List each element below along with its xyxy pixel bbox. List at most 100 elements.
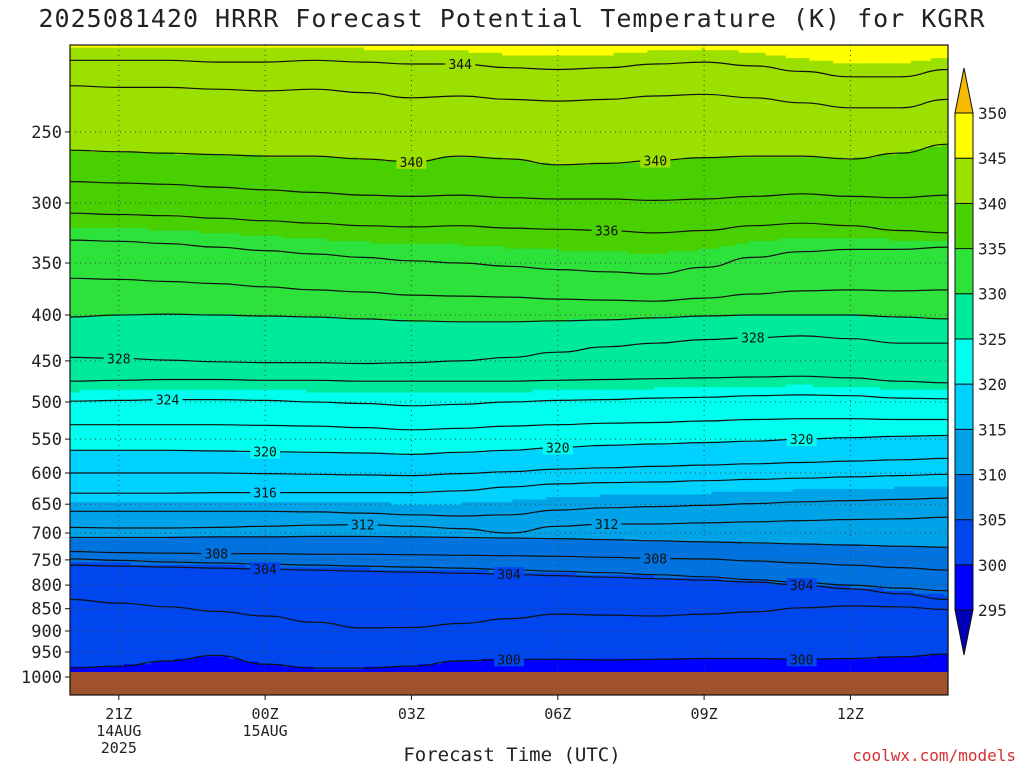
pressure-tick-label: 950 xyxy=(31,643,62,663)
contour-label-bg xyxy=(103,351,134,366)
pressure-tick-label: 500 xyxy=(31,393,62,413)
colorbar-label: 350 xyxy=(978,104,1007,123)
credit-link[interactable]: coolwx.com/models xyxy=(852,746,1016,765)
pressure-axis: 2503003504004505005506006507007508008509… xyxy=(21,123,70,688)
colorbar-box xyxy=(954,519,974,566)
contour-label-312: 312 xyxy=(347,517,378,534)
contour-322 xyxy=(69,418,948,431)
contour-340 xyxy=(69,143,949,166)
contour-label-bg xyxy=(786,432,817,447)
colorbar-label: 315 xyxy=(978,420,1007,439)
colorbar-box xyxy=(954,474,974,521)
contour-label-bg xyxy=(591,223,622,238)
plot-frame xyxy=(69,44,949,696)
contour-label-bg xyxy=(542,440,573,455)
contour-336 xyxy=(69,212,949,234)
contour-label-bg xyxy=(640,153,671,168)
contour-label-308: 308 xyxy=(201,546,232,563)
contour-326 xyxy=(69,375,949,384)
time-tick-label: 21Z xyxy=(105,705,132,723)
contour-label-text: 336 xyxy=(595,225,618,240)
pressure-tick-label: 300 xyxy=(31,194,62,214)
colorbar-box xyxy=(954,202,974,250)
time-tick-sublabel: 15AUG xyxy=(243,722,288,740)
contour-label-bg xyxy=(494,652,524,667)
contour-338 xyxy=(69,181,949,202)
contour-label-text: 340 xyxy=(400,156,423,171)
time-tick-label: 06Z xyxy=(544,705,571,723)
colorbar-label: 340 xyxy=(978,194,1007,213)
contour-label-304: 304 xyxy=(786,578,817,594)
colorbar-box xyxy=(954,428,974,475)
colorbar-label: 305 xyxy=(978,511,1007,530)
colorbar-box xyxy=(954,293,974,340)
contour-label-text: 304 xyxy=(253,563,277,578)
contour-label-text: 300 xyxy=(790,653,813,668)
contour-label-text: 320 xyxy=(253,446,276,461)
contour-310 xyxy=(70,535,949,548)
colorbar-over-arrow xyxy=(954,67,974,114)
contour-label-text: 324 xyxy=(156,394,180,409)
chart-title: 2025081420 HRRR Forecast Potential Tempe… xyxy=(38,4,986,33)
contour-label-text: 328 xyxy=(107,352,130,367)
contour-label-300: 300 xyxy=(494,652,524,668)
contour-label-text: 340 xyxy=(644,155,667,170)
pressure-tick-label: 450 xyxy=(31,352,62,372)
contour-334 xyxy=(69,239,949,275)
contour-label-text: 304 xyxy=(497,568,521,583)
contour-label-bg xyxy=(347,517,378,532)
contour-label-bg xyxy=(396,154,427,169)
contour-label-328: 328 xyxy=(103,351,134,367)
contour-label-bg xyxy=(494,567,524,582)
colorbar-label: 330 xyxy=(978,285,1007,304)
contour-314 xyxy=(70,497,949,517)
contour-label-bg xyxy=(786,578,817,593)
plot-border xyxy=(69,44,949,696)
contour-342 xyxy=(69,85,949,109)
contour-label-300: 300 xyxy=(786,652,817,668)
contour-label-bg xyxy=(250,562,281,577)
contour-label-320: 320 xyxy=(786,432,817,448)
pressure-tick-label: 700 xyxy=(31,524,62,544)
colorbar-box xyxy=(954,112,974,159)
pressure-tick-label: 850 xyxy=(31,600,62,620)
contour-label-text: 316 xyxy=(253,487,276,502)
pressure-tick-label: 1000 xyxy=(21,668,62,688)
contour-label-320: 320 xyxy=(250,444,281,461)
contour-344 xyxy=(69,59,949,78)
contour-label-bg xyxy=(250,444,281,459)
contour-label-336: 336 xyxy=(591,223,622,240)
pressure-tick-label: 250 xyxy=(31,123,62,143)
contour-label-bg xyxy=(250,485,281,500)
contour-332 xyxy=(69,277,949,302)
colorbar: 295 300 305 310 315 320 325 330 335 340 345 350 xyxy=(954,67,1007,656)
temperature-fill-layer xyxy=(70,45,949,673)
contour-label-text: 312 xyxy=(351,519,374,534)
contour-label-text: 312 xyxy=(595,518,618,533)
contour-label-bg xyxy=(201,546,232,561)
pressure-tick-label: 750 xyxy=(31,551,62,571)
colorbar-label: 345 xyxy=(978,149,1007,168)
contour-label-340: 340 xyxy=(396,154,427,171)
contour-label-bg xyxy=(152,392,183,407)
contour-label-308: 308 xyxy=(640,551,671,567)
contour-302 xyxy=(69,598,949,629)
time-tick-label: 03Z xyxy=(398,705,425,723)
contour-label-layer: 344 340 340 336 328 328 324 320 320 320 316 312 312 3… xyxy=(103,57,817,668)
terrain-band xyxy=(70,672,948,695)
contour-label-text: 344 xyxy=(448,58,472,73)
pressure-tick-label: 900 xyxy=(31,622,62,642)
colorbar-label: 310 xyxy=(978,466,1007,485)
terrain-layer xyxy=(70,672,948,695)
contour-label-320: 320 xyxy=(542,440,573,457)
contour-label-text: 308 xyxy=(644,552,667,567)
contour-label-328: 328 xyxy=(737,330,768,347)
contour-label-bg xyxy=(445,57,476,71)
pressure-tick-label: 400 xyxy=(31,306,62,326)
contour-label-344: 344 xyxy=(445,57,476,73)
time-tick-label: 09Z xyxy=(691,705,718,723)
contour-label-304: 304 xyxy=(494,567,524,583)
contour-label-text: 304 xyxy=(790,579,814,594)
